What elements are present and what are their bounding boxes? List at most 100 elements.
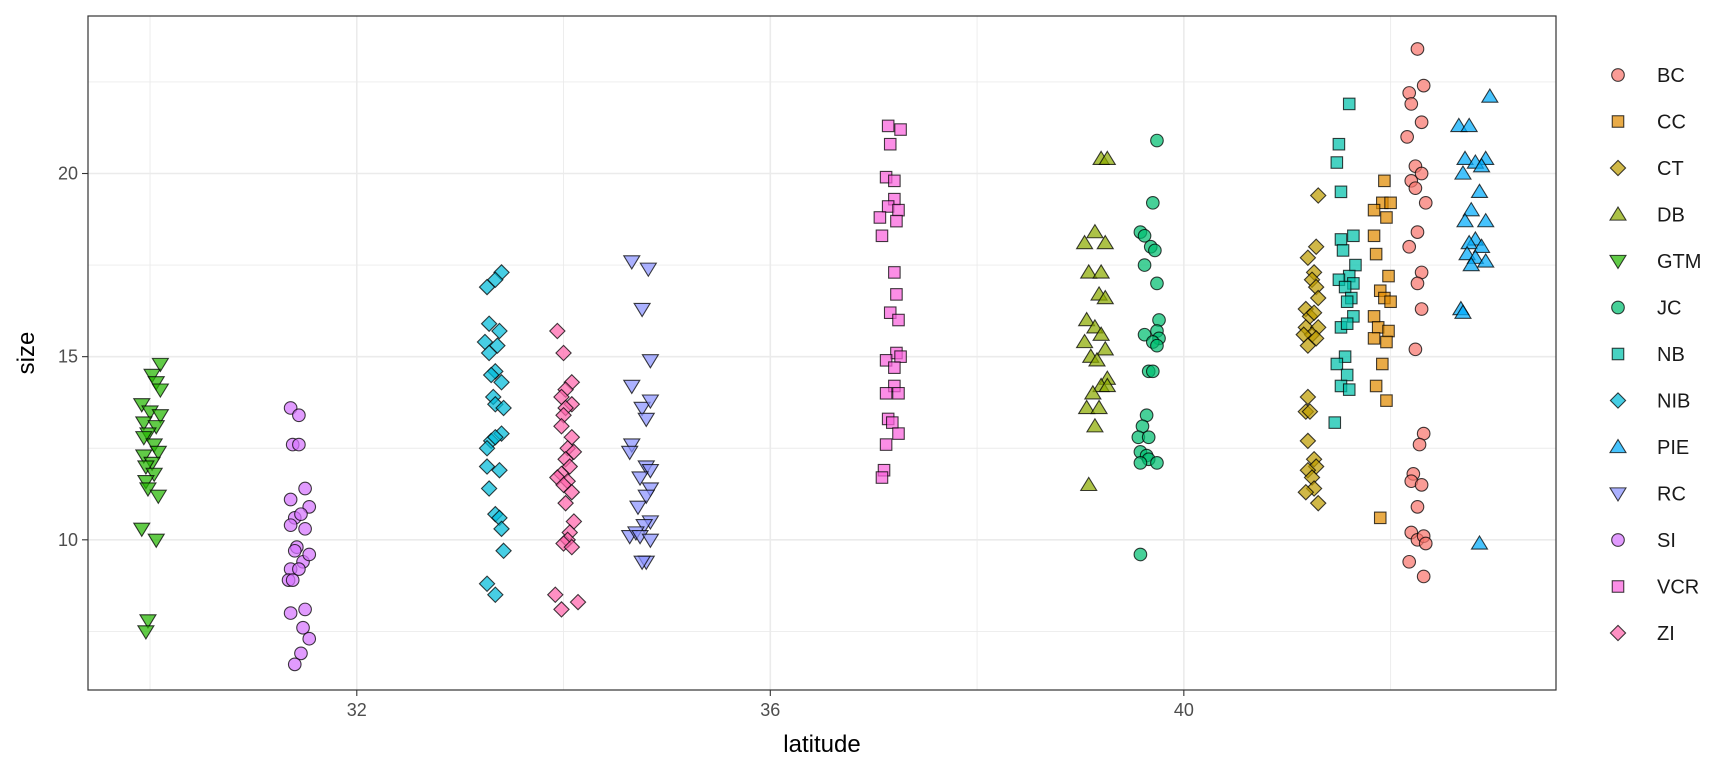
series-gtm (132, 357, 170, 640)
data-point (1299, 432, 1317, 450)
data-point (629, 500, 647, 516)
data-point (292, 562, 306, 576)
data-point (1380, 335, 1393, 349)
series-nb (1328, 97, 1362, 429)
series-db (1075, 150, 1117, 492)
data-point (546, 586, 564, 604)
data-point (1336, 244, 1350, 257)
legend-key (1609, 438, 1627, 454)
data-point (879, 354, 893, 367)
legend-key (1611, 115, 1625, 128)
series-zi (546, 322, 587, 618)
data-point (894, 350, 907, 363)
data-point (894, 123, 907, 136)
legend-item-db: DB (1609, 205, 1685, 227)
legend-key (1609, 205, 1627, 221)
data-point (1148, 243, 1162, 258)
legend-item-rc: RC (1609, 484, 1686, 506)
data-point (151, 383, 170, 399)
legend-label: CT (1657, 158, 1684, 180)
data-point (1299, 249, 1317, 267)
data-point (1307, 329, 1325, 347)
legend-key (1611, 347, 1625, 361)
data-point (1330, 357, 1344, 371)
data-point (486, 586, 504, 604)
data-point (145, 467, 164, 483)
data-point (622, 438, 641, 454)
data-point (149, 445, 168, 461)
data-point (1367, 332, 1381, 345)
data-point (879, 438, 893, 451)
data-point (1462, 256, 1481, 272)
data-point (147, 420, 166, 435)
y-tick-label: 15 (58, 347, 78, 367)
data-point (1367, 203, 1381, 217)
series-vcr (873, 119, 907, 484)
data-point (1410, 499, 1425, 514)
legend-item-pie: PIE (1609, 437, 1689, 459)
data-point (553, 601, 570, 618)
data-point (1096, 289, 1115, 305)
data-point (486, 271, 504, 289)
data-point (491, 322, 508, 340)
data-point (302, 547, 317, 562)
legend-label: RC (1657, 484, 1686, 506)
data-point (478, 575, 496, 593)
data-point (875, 471, 889, 484)
series-pie (1449, 88, 1499, 550)
data-point (622, 255, 641, 270)
data-point (493, 520, 510, 538)
data-point (1402, 239, 1417, 254)
data-point (1150, 338, 1164, 353)
data-point (635, 518, 654, 534)
data-point (888, 174, 901, 188)
data-point (620, 445, 639, 461)
data-point (637, 412, 656, 428)
data-point (641, 464, 660, 479)
data-point (1462, 201, 1481, 217)
data-point (1133, 456, 1148, 470)
legend-label: NB (1657, 344, 1685, 366)
panel-border (87, 15, 1557, 691)
legend-label: VCR (1657, 577, 1699, 599)
legend-item-ct: CT (1609, 158, 1684, 180)
legend-key (1609, 159, 1627, 177)
data-point (1145, 195, 1160, 210)
data-point (1410, 42, 1425, 56)
data-point (1382, 269, 1395, 283)
data-point (1382, 324, 1395, 338)
data-point (1476, 252, 1495, 268)
data-point (888, 361, 901, 374)
legend-item-nib: NIB (1609, 391, 1690, 413)
data-point (569, 593, 587, 611)
data-point (883, 306, 897, 320)
data-point (641, 354, 660, 369)
data-point (1404, 97, 1419, 111)
data-point (622, 379, 641, 395)
data-point (482, 366, 500, 384)
legend-label: GTM (1657, 251, 1701, 273)
data-point (548, 322, 566, 340)
data-point (151, 357, 170, 373)
x-tick-label: 40 (1174, 700, 1194, 720)
data-point (283, 606, 298, 620)
data-point (561, 458, 579, 475)
legend-key (1611, 300, 1625, 315)
data-point (633, 302, 652, 318)
data-point (883, 137, 897, 151)
data-point (1145, 364, 1160, 379)
data-point (1472, 157, 1491, 173)
data-point (285, 573, 300, 587)
data-point (1141, 430, 1156, 445)
data-point (1334, 233, 1348, 246)
data-point (145, 438, 164, 454)
data-point (1470, 534, 1489, 550)
data-point (1137, 228, 1152, 243)
data-point (1092, 326, 1111, 341)
data-point (292, 437, 306, 452)
data-point (1338, 350, 1352, 363)
data-point (1384, 295, 1397, 309)
series-jc (1131, 133, 1166, 562)
legend-label: PIE (1657, 437, 1689, 459)
data-point (1096, 340, 1115, 356)
